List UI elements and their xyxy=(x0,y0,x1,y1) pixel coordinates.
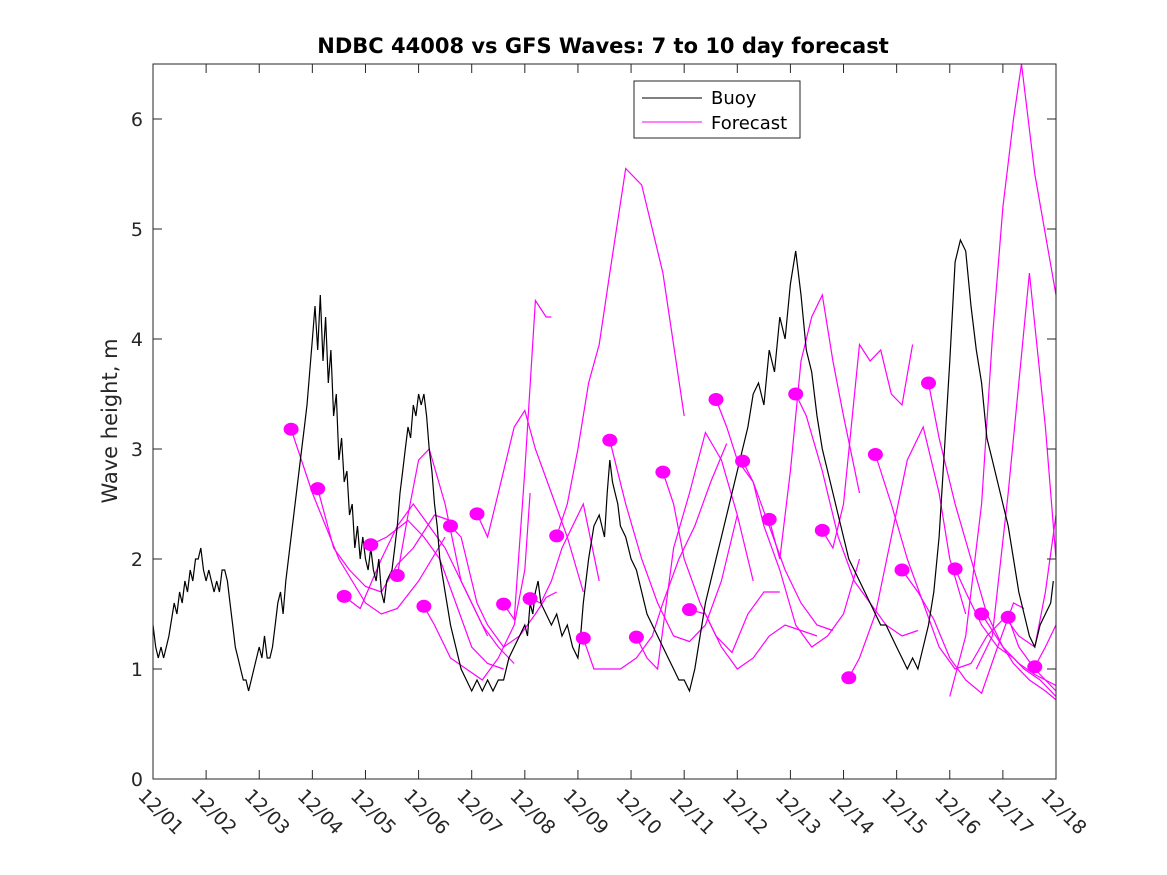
forecast-marker xyxy=(921,376,936,390)
y-tick-label: 0 xyxy=(131,769,143,791)
forecast-marker xyxy=(496,597,512,611)
forecast-marker xyxy=(682,603,697,617)
forecast-marker xyxy=(974,607,990,621)
forecast-marker xyxy=(655,465,671,479)
forecast-line xyxy=(981,613,1056,701)
forecast-line xyxy=(423,492,531,681)
forecast-marker xyxy=(1027,660,1043,674)
forecast-marker xyxy=(469,507,485,521)
y-tick-label: 4 xyxy=(131,329,143,351)
forecast-marker xyxy=(735,454,751,468)
y-tick-label: 2 xyxy=(131,549,143,571)
forecast-marker xyxy=(416,599,432,613)
buoy-series xyxy=(153,238,1054,693)
buoy-line xyxy=(153,238,1054,693)
forecast-line xyxy=(450,525,557,648)
forecast-line xyxy=(768,293,861,560)
forecast-line xyxy=(476,409,584,593)
forecast-line xyxy=(635,430,754,671)
forecast-line xyxy=(582,443,728,670)
legend-forecast-label: Forecast xyxy=(711,113,787,134)
forecast-marker xyxy=(549,529,565,543)
forecast-line xyxy=(954,568,1056,697)
y-tick-label: 1 xyxy=(131,659,143,681)
forecast-marker xyxy=(894,563,910,577)
forecast-line xyxy=(609,440,738,643)
legend-buoy-label: Buoy xyxy=(711,88,757,109)
forecast-line xyxy=(848,425,967,679)
forecast-marker xyxy=(947,562,963,576)
forecast-marker xyxy=(708,393,724,406)
forecast-line xyxy=(715,399,834,632)
y-tick-label: 3 xyxy=(131,439,143,461)
forecast-marker xyxy=(389,569,405,582)
forecast-marker xyxy=(522,592,538,606)
forecast-marker xyxy=(575,631,591,645)
forecast-line xyxy=(290,429,446,615)
forecast-line xyxy=(874,454,1004,670)
y-tick-label: 6 xyxy=(131,109,143,131)
forecast-line xyxy=(396,447,515,664)
forecast-marker xyxy=(602,433,618,447)
forecast-line xyxy=(1034,624,1056,668)
forecast-line xyxy=(503,298,552,622)
forecast-line xyxy=(795,393,919,637)
forecast-marker xyxy=(443,519,458,533)
forecast-markers xyxy=(283,376,1043,685)
forecast-marker xyxy=(310,482,326,496)
y-axis-label: Wave height, m xyxy=(98,338,122,503)
y-axis: 0 1 2 3 4 5 6 xyxy=(131,109,1056,791)
forecast-line xyxy=(949,64,1056,697)
plot-area xyxy=(153,64,1056,701)
forecast-line xyxy=(742,460,861,648)
y-tick-label: 5 xyxy=(131,219,143,241)
forecast-line xyxy=(556,167,685,537)
forecast-marker xyxy=(761,512,777,526)
forecast-marker xyxy=(363,538,379,552)
forecast-marker xyxy=(841,671,857,685)
forecast-line xyxy=(821,342,914,550)
chart-title: NDBC 44008 vs GFS Waves: 7 to 10 day for… xyxy=(317,34,888,58)
forecast-marker xyxy=(867,448,883,461)
forecast-line xyxy=(689,609,818,670)
legend-box xyxy=(633,80,801,139)
forecast-line xyxy=(975,272,1056,670)
forecast-marker xyxy=(814,523,830,537)
legend: Buoy Forecast xyxy=(633,80,801,139)
forecast-marker xyxy=(628,630,644,644)
axes-box xyxy=(152,63,1057,780)
forecast-marker xyxy=(788,387,804,401)
forecast-marker xyxy=(1000,610,1016,624)
forecast-marker xyxy=(283,422,299,436)
forecast-marker xyxy=(336,589,352,603)
